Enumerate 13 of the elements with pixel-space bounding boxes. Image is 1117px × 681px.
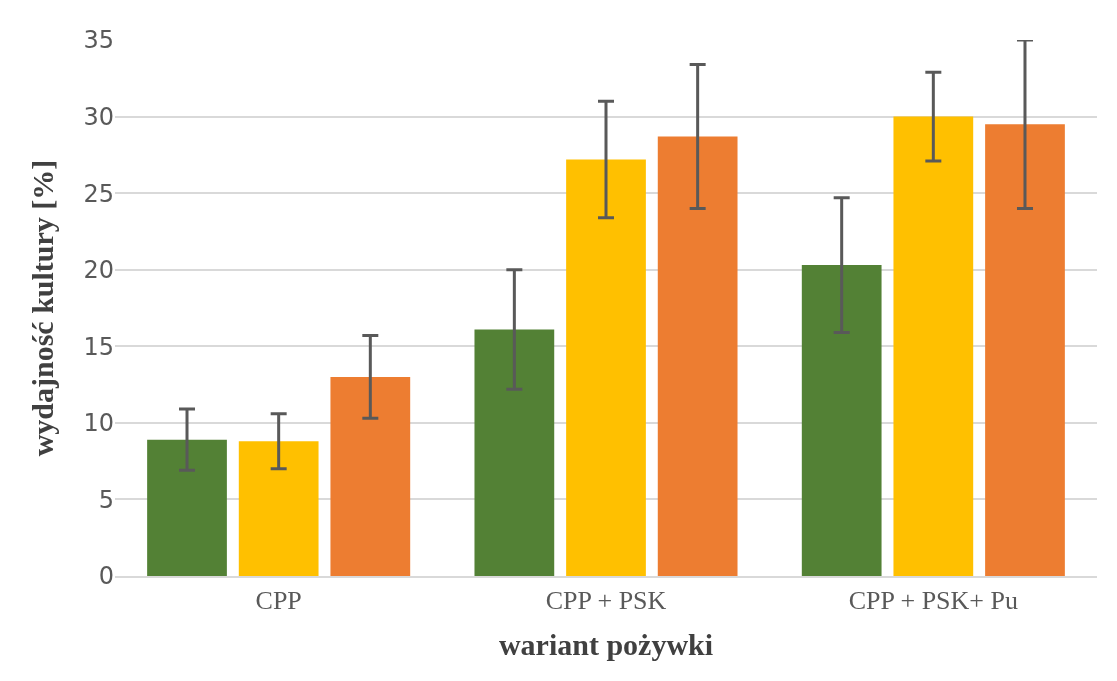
y-tick-label: 25: [83, 179, 114, 208]
y-tick-label: 35: [83, 26, 114, 55]
y-tick-label: 10: [83, 409, 114, 438]
y-tick-label: 30: [83, 102, 114, 131]
y-axis-title: wydajność kultury [%]: [26, 159, 60, 457]
y-tick-label: 5: [98, 485, 114, 514]
x-axis-title: wariant pożywki: [498, 628, 714, 662]
x-tick-label: CPP + PSK+ Pu: [848, 586, 1018, 616]
y-tick-label: 20: [83, 256, 114, 285]
x-tick-label: CPP: [255, 586, 302, 616]
y-tick-label: 15: [83, 332, 114, 361]
y-tick-label: 0: [98, 562, 114, 591]
x-tick-label: CPP + PSK: [545, 586, 667, 616]
